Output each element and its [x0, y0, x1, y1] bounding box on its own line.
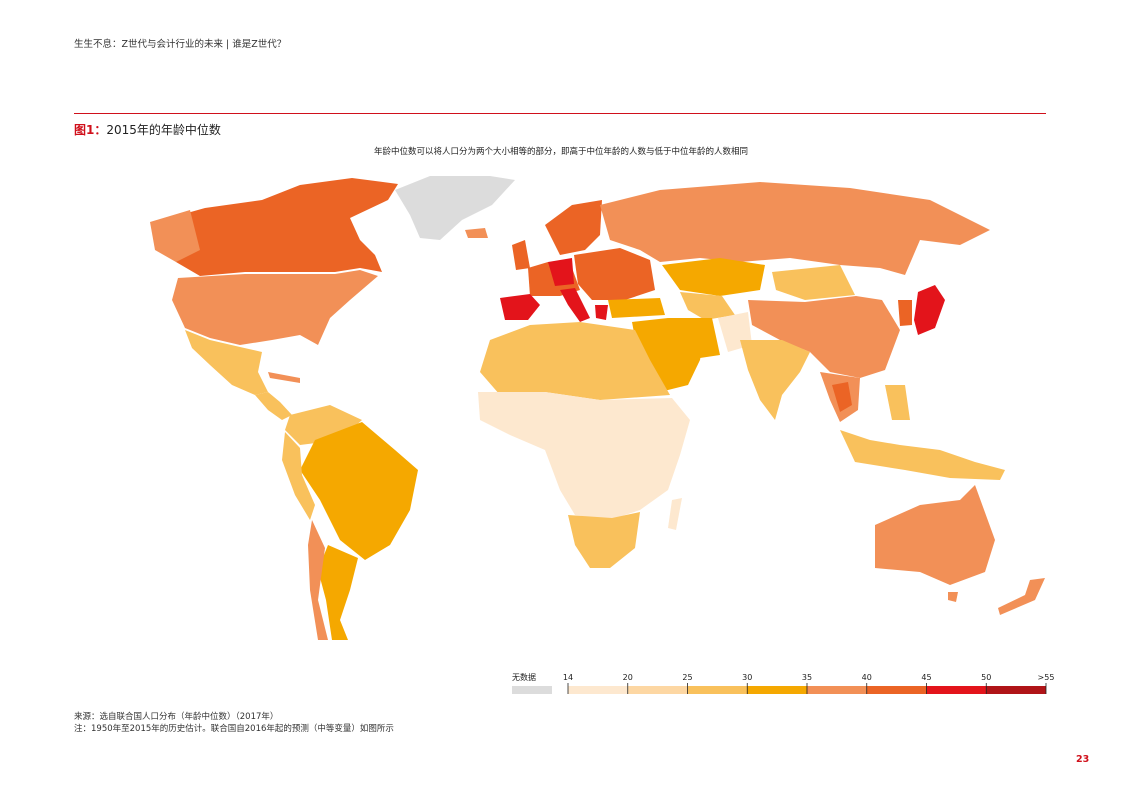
region-italy [560, 288, 590, 322]
legend-swatch [568, 686, 628, 694]
legend-tick-label: 50 [981, 673, 991, 682]
page-number: 23 [1076, 754, 1090, 765]
region-greenland [395, 176, 515, 240]
region-thailand [832, 382, 852, 412]
legend-swatch [926, 686, 987, 694]
region-sub-saharan-africa [478, 392, 690, 520]
region-china [748, 296, 900, 378]
region-tasmania [948, 592, 958, 602]
region-greece [595, 305, 608, 320]
region-new-zealand [998, 578, 1045, 615]
region-argentina [318, 545, 358, 640]
source-line-2: 注：1950年至2015年的历史估计。联合国自2016年起的预测（中等变量）如图… [74, 724, 394, 734]
region-brazil [300, 422, 418, 560]
region-russia [600, 182, 990, 275]
legend-tick-label: 35 [802, 673, 812, 682]
legend-tick-label: 30 [742, 673, 752, 682]
legend-swatch [687, 686, 748, 694]
region-mongolia [772, 265, 855, 300]
source-note: 来源：选自联合国人口分布（年龄中位数）（2017年） 注：1950年至2015年… [74, 711, 394, 735]
region-uk [512, 240, 530, 270]
region-north-africa [480, 322, 670, 400]
region-iran [668, 318, 720, 358]
region-canada [155, 178, 398, 276]
figure-label: 图1： [74, 123, 107, 137]
legend-swatch [627, 686, 688, 694]
region-korea [898, 300, 912, 326]
legend-tick-label: 40 [862, 673, 872, 682]
legend-tick-label: 14 [563, 673, 573, 682]
header-rule [74, 113, 1046, 114]
legend-tick-label: 25 [682, 673, 692, 682]
region-chile [308, 520, 328, 640]
legend-nodata-label: 无数据 [512, 672, 536, 682]
legend-swatch [807, 686, 867, 694]
figure-subtitle: 年龄中位数可以将人口分为两个大小相等的部分，即高于中位年龄的人数与低于中位年龄的… [373, 147, 748, 157]
region-germany [548, 258, 574, 286]
figure-title-text: 2015年的年龄中位数 [106, 123, 221, 137]
region-philippines [885, 385, 910, 420]
region-scandinavia [545, 200, 602, 255]
figure-title: 图1：2015年的年龄中位数 [74, 121, 221, 138]
region-iberia [500, 294, 540, 320]
legend-tick-label: 45 [921, 673, 931, 682]
region-iceland [465, 228, 488, 238]
region-caribbean [268, 372, 300, 383]
legend-swatch [747, 686, 807, 694]
region-kazakhstan [662, 258, 765, 296]
legend-swatch [986, 686, 1046, 694]
region-andes [282, 432, 315, 520]
legend-nodata-swatch [512, 686, 552, 694]
region-madagascar [668, 498, 682, 530]
region-usa [172, 270, 378, 345]
legend-tick-label: 20 [623, 673, 633, 682]
legend-swatch [866, 686, 927, 694]
region-mexico [185, 330, 268, 395]
region-japan [914, 285, 945, 335]
region-australia [875, 485, 995, 585]
region-central-asia [680, 292, 735, 320]
legend-tick-label: >55 [1038, 673, 1055, 682]
header-breadcrumb: 生生不息：Z世代与会计行业的未来 | 谁是Z世代？ [74, 39, 287, 50]
region-alaska [150, 210, 200, 262]
region-india [740, 340, 810, 420]
region-indonesia [840, 430, 1005, 480]
region-southern-africa [568, 512, 640, 568]
source-line-1: 来源：选自联合国人口分布（年龄中位数）（2017年） [74, 712, 279, 722]
region-central-america [255, 392, 292, 420]
region-eastern-europe [574, 248, 655, 300]
region-turkey [608, 298, 665, 318]
